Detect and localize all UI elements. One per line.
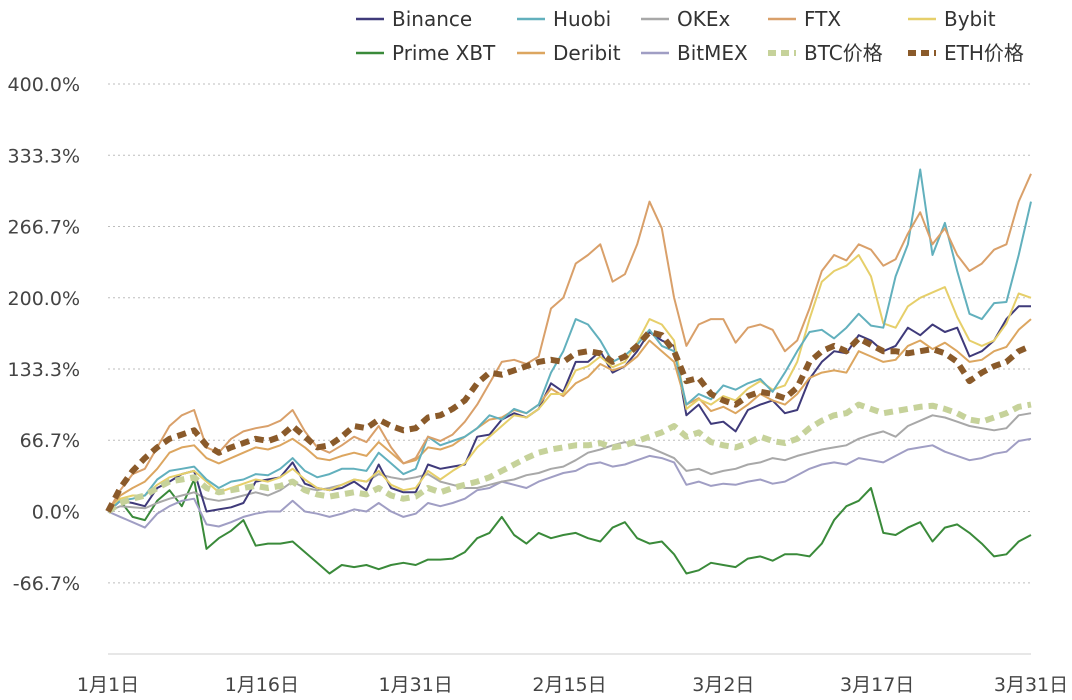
legend-label: ETH价格 xyxy=(944,41,1024,65)
legend-item: Prime XBT xyxy=(356,41,496,65)
series-line-huobi xyxy=(107,168,1032,513)
series-line-eth-price xyxy=(105,329,1033,513)
legend-item: Binance xyxy=(356,7,472,31)
legend-label: OKEx xyxy=(677,7,730,31)
legend-item: Huobi xyxy=(517,7,611,31)
y-tick-label: 266.7% xyxy=(8,216,80,238)
x-tick-label: 1月31日 xyxy=(379,674,453,696)
y-tick-label: 333.3% xyxy=(8,145,80,167)
legend-label: BitMEX xyxy=(677,41,748,65)
y-tick-label: 66.7% xyxy=(20,430,80,452)
series-lines xyxy=(105,168,1033,575)
series-line-ftx xyxy=(107,173,1032,513)
x-tick-label: 2月15日 xyxy=(532,674,606,696)
legend: Binance Huobi OKEx FTX Bybit Prime XBT Deribit… xyxy=(356,7,1024,65)
y-tick-label: -66.7% xyxy=(13,573,80,595)
series-line-deribit xyxy=(107,318,1032,513)
y-axis: 400.0% 333.3% 266.7% 200.0% 133.3% 66.7% 0.0% -… xyxy=(8,74,80,595)
y-tick-label: 200.0% xyxy=(8,288,80,310)
series-line-bybit xyxy=(107,254,1032,513)
legend-label: Deribit xyxy=(553,41,621,65)
legend-label: BTC价格 xyxy=(804,41,883,65)
y-tick-label: 400.0% xyxy=(8,74,80,96)
series-line-btc-price xyxy=(106,401,1032,514)
y-tick-label: 133.3% xyxy=(8,359,80,381)
legend-label: Prime XBT xyxy=(392,41,496,65)
series-line-okex xyxy=(107,412,1032,513)
legend-label: Huobi xyxy=(553,7,611,31)
legend-item: ETH价格 xyxy=(908,41,1024,65)
x-tick-label: 1月16日 xyxy=(225,674,299,696)
series-line-bitmex xyxy=(107,437,1032,529)
y-tick-label: 0.0% xyxy=(32,502,80,524)
legend-item: Bybit xyxy=(908,7,996,31)
x-axis: 1月1日 1月16日 1月31日 2月15日 3月2日 3月17日 3月31日 xyxy=(77,674,1068,696)
x-tick-label: 1月1日 xyxy=(77,674,139,696)
legend-item: BitMEX xyxy=(641,41,748,65)
x-tick-label: 3月17日 xyxy=(840,674,914,696)
legend-label: Binance xyxy=(392,7,472,31)
grid-lines xyxy=(108,83,1031,655)
legend-label: Bybit xyxy=(944,7,996,31)
legend-item: OKEx xyxy=(641,7,730,31)
series-line-prime-xbt xyxy=(107,478,1032,575)
legend-item: Deribit xyxy=(517,41,621,65)
x-tick-label: 3月31日 xyxy=(994,674,1068,696)
legend-item: FTX xyxy=(768,7,841,31)
legend-item: BTC价格 xyxy=(768,41,883,65)
legend-label: FTX xyxy=(804,7,841,31)
x-tick-label: 3月2日 xyxy=(692,674,754,696)
